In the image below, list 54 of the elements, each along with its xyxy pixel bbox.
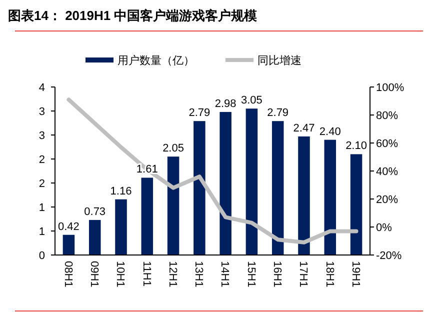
x-tick-label: 19H1 [349, 261, 362, 288]
data-label: 2.10 [346, 140, 367, 152]
data-label: 3.05 [241, 94, 262, 107]
y2-tick-label: -20% [376, 250, 402, 262]
x-tick-label: 09H1 [88, 261, 100, 288]
y-tick-label: 2 [38, 178, 45, 190]
data-label: 0.42 [58, 220, 80, 233]
data-label: 1.61 [136, 164, 158, 176]
y-tick-label: 0 [38, 250, 45, 262]
x-tick-label: 14H1 [218, 261, 231, 288]
bar [298, 136, 310, 255]
bar [350, 154, 362, 255]
y-tick-label: 1 [38, 202, 45, 214]
y-tick-label: 3 [38, 106, 45, 118]
legend-label: 用户数量（亿） [118, 54, 194, 67]
x-tick-label: 13H1 [192, 261, 205, 288]
data-label: 2.47 [293, 122, 315, 134]
data-label: 2.79 [188, 107, 210, 120]
x-tick-label: 10H1 [114, 261, 126, 288]
y2-tick-label: 20% [376, 194, 398, 206]
x-tick-label: 16H1 [271, 261, 284, 288]
y2-tick-label: 80% [376, 110, 398, 122]
data-label: 0.73 [84, 206, 106, 218]
y-tick-label: 3 [38, 130, 45, 142]
y2-tick-label: 100% [376, 82, 404, 94]
y-tick-label: 2 [38, 154, 45, 166]
x-tick-label: 11H1 [140, 261, 152, 286]
bar [167, 156, 180, 255]
y2-tick-label: 0% [376, 222, 392, 234]
data-label: 2.79 [267, 107, 289, 120]
bar [88, 220, 101, 255]
x-tick-label: 17H1 [297, 261, 310, 288]
x-tick-label: 18H1 [323, 261, 336, 288]
bar [324, 140, 336, 255]
y2-tick-label: 40% [376, 166, 398, 178]
x-tick-label: 15H1 [244, 261, 257, 288]
legend-label: 同比增速 [258, 54, 302, 67]
y-tick-label: 1 [38, 226, 45, 238]
data-label: 1.16 [110, 185, 132, 198]
x-tick-label: 08H1 [62, 261, 74, 288]
data-label: 2.40 [319, 126, 341, 138]
bar [220, 112, 232, 255]
chart-title: 图表14： 2019H1 中国客户端游戏客户规模 [8, 8, 258, 23]
bar [62, 234, 75, 255]
bar [141, 178, 154, 255]
y-tick-label: 4 [38, 82, 45, 94]
bar [246, 108, 258, 255]
bar [115, 199, 127, 255]
bar [272, 121, 284, 255]
data-label: 2.98 [214, 98, 236, 110]
x-tick-label: 12H1 [166, 261, 178, 288]
bar [194, 121, 206, 255]
y2-tick-label: 60% [376, 138, 398, 150]
data-label: 2.05 [162, 142, 184, 155]
